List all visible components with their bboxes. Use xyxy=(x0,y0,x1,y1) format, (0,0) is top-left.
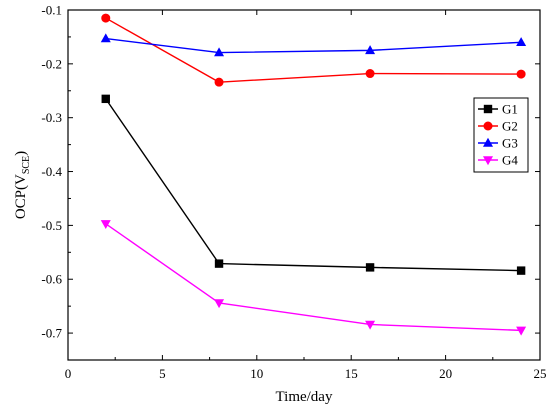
x-tick-label: 5 xyxy=(159,366,166,381)
y-tick-label: -0.4 xyxy=(41,164,62,179)
data-point-G2 xyxy=(101,13,111,23)
legend-marker xyxy=(483,156,493,166)
legend-marker xyxy=(483,121,493,131)
legend-item-G4: G4 xyxy=(478,153,518,168)
series-G3 xyxy=(100,33,527,57)
legend-marker xyxy=(483,137,493,147)
legend-item-G1: G1 xyxy=(478,102,518,117)
data-point-G4 xyxy=(214,299,225,309)
series-layer xyxy=(100,13,527,336)
data-point-G1 xyxy=(516,266,526,275)
series-G2 xyxy=(101,13,526,87)
data-point-G4 xyxy=(365,320,376,330)
y-tick-label: -0.6 xyxy=(41,272,62,287)
x-tick-label: 15 xyxy=(345,366,358,381)
x-tick-label: 0 xyxy=(65,366,72,381)
x-axis-title: Time/day xyxy=(276,389,333,405)
series-G4 xyxy=(100,220,527,336)
legend-label: G1 xyxy=(502,102,518,117)
series-G1 xyxy=(101,94,526,275)
legend-label: G2 xyxy=(502,119,518,134)
series-line-G2 xyxy=(105,17,522,83)
y-tick-label: -0.1 xyxy=(41,3,62,18)
data-point-G3 xyxy=(100,33,111,43)
data-point-G2 xyxy=(214,77,224,87)
data-point-G4 xyxy=(516,326,527,336)
axes xyxy=(67,9,541,361)
y-tick-label: -0.7 xyxy=(41,326,62,341)
y-tick-label: -0.3 xyxy=(41,110,62,125)
data-point-G3 xyxy=(214,47,225,57)
data-point-G4 xyxy=(100,220,111,229)
x-tick-label: 25 xyxy=(534,366,547,381)
y-axis-title-subscript: SCE xyxy=(21,156,32,174)
series-line-G4 xyxy=(105,223,522,332)
y-axis-title-close: ) xyxy=(13,151,29,156)
series-line-G1 xyxy=(105,98,522,272)
x-tick-label: 20 xyxy=(439,366,452,381)
series-line-G3 xyxy=(105,37,522,54)
legend-item-G2: G2 xyxy=(478,119,518,134)
legend-item-G3: G3 xyxy=(478,136,518,151)
data-point-G2 xyxy=(365,69,375,79)
y-tick-label: -0.2 xyxy=(41,56,62,71)
data-point-G1 xyxy=(365,263,375,272)
data-point-G1 xyxy=(101,94,110,104)
y-tick-label: -0.5 xyxy=(41,218,62,233)
data-point-G3 xyxy=(516,37,527,47)
data-point-G1 xyxy=(214,259,224,268)
legend-marker xyxy=(483,104,493,114)
x-tick-label: 10 xyxy=(250,366,263,381)
y-axis-title-main: OCP(V xyxy=(13,174,29,219)
y-axis-title: OCP(VSCE) xyxy=(13,151,32,219)
plot-frame xyxy=(67,9,541,361)
legend-label: G4 xyxy=(502,153,518,168)
data-point-G2 xyxy=(516,69,526,79)
ticks: 0 5 10 15 20 25 -0.1 -0.2 -0.3 -0.4 -0.5 -0.6 -0.7 xyxy=(41,3,546,382)
data-point-G3 xyxy=(365,45,376,55)
legend: G1 G2 G3 G4 xyxy=(473,97,529,173)
legend-label: G3 xyxy=(502,136,518,151)
